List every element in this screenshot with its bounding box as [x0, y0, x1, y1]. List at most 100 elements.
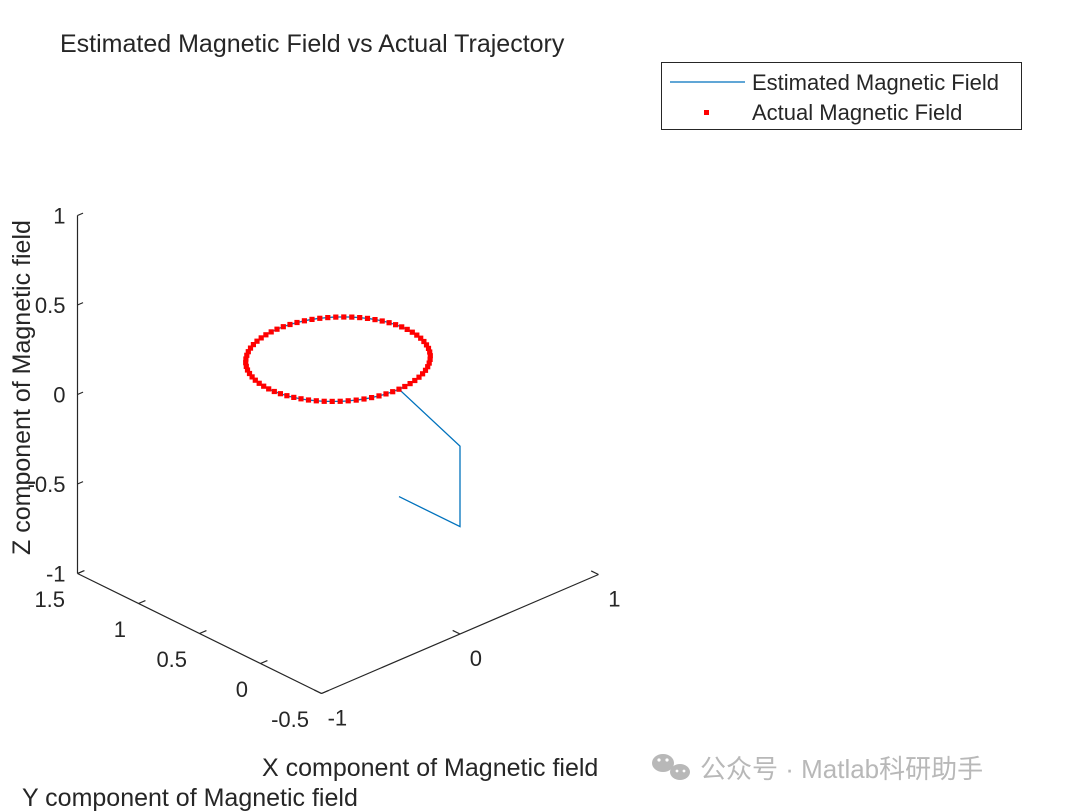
x-tick-mark — [313, 689, 322, 695]
actual-field-marker — [393, 322, 399, 328]
actual-field-marker — [243, 363, 249, 369]
legend-label-estimated: Estimated Magnetic Field — [752, 70, 999, 95]
watermark-text: 公众号 · Matlab科研助手 — [700, 754, 983, 784]
actual-field-marker — [379, 318, 385, 324]
actual-field-marker — [266, 386, 272, 392]
z-tick-label: -0.5 — [28, 472, 66, 497]
actual-field-marker — [261, 383, 267, 389]
actual-field-marker — [287, 321, 293, 328]
z-tick-label: 0 — [53, 383, 65, 408]
actual-field-marker — [258, 335, 264, 341]
actual-field-marker — [369, 395, 375, 401]
actual-field-marker — [425, 364, 431, 370]
actual-field-marker — [263, 332, 269, 338]
actual-field-marker — [249, 374, 255, 380]
z-tick-label: -1 — [46, 562, 66, 587]
actual-field-marker — [402, 383, 408, 390]
actual-field-marker — [412, 377, 418, 384]
watermark: 公众号 · Matlab科研助手 — [652, 754, 983, 784]
actual-field-marker — [423, 342, 430, 348]
actual-field-marker — [361, 396, 367, 402]
actual-field-marker — [298, 396, 304, 402]
actual-field-marker — [247, 345, 254, 351]
axes-box — [76, 212, 599, 695]
actual-field-marker — [345, 398, 351, 404]
legend-label-actual: Actual Magnetic Field — [752, 100, 962, 125]
y-tick-label: 0.5 — [156, 647, 187, 672]
z-tick-label: 1 — [53, 204, 65, 229]
z-tick-mark — [77, 481, 84, 485]
actual-field-marker — [317, 315, 323, 321]
chart-title: Estimated Magnetic Field vs Actual Traje… — [60, 30, 565, 58]
actual-field-marker — [418, 335, 424, 341]
y-tick-label: 1.5 — [34, 587, 65, 612]
y-tick-mark — [138, 599, 146, 605]
actual-field-marker — [364, 315, 371, 321]
actual-field-marker — [271, 388, 277, 395]
actual-field-marker — [396, 386, 402, 392]
actual-field-marker — [337, 398, 343, 404]
y-tick-mark — [321, 689, 329, 695]
z-tick-mark — [77, 212, 84, 217]
actual-field-marker — [333, 314, 339, 320]
x-tick-label: -1 — [328, 705, 348, 730]
actual-field-marker — [309, 316, 315, 322]
actual-field-marker — [301, 318, 307, 324]
wechat-icon — [652, 754, 690, 780]
actual-field-marker — [244, 367, 251, 373]
actual-field-marker — [421, 338, 427, 345]
x-tick-mark — [590, 570, 599, 576]
y-tick-label: 1 — [114, 617, 126, 642]
z-tick-label: 0.5 — [35, 293, 66, 318]
actual-field-marker — [372, 317, 378, 323]
actual-field-marker — [349, 314, 355, 320]
actual-field-marker — [246, 370, 253, 377]
actual-field-marker — [245, 349, 251, 355]
actual-field-marker — [427, 353, 433, 359]
actual-field-markers — [243, 314, 433, 404]
actual-field-marker — [386, 320, 392, 326]
actual-field-marker — [420, 371, 426, 377]
actual-field-marker — [426, 360, 432, 366]
actual-field-marker — [321, 398, 327, 404]
actual-field-marker — [243, 356, 249, 362]
actual-field-marker — [274, 326, 280, 332]
actual-field-marker — [284, 393, 290, 399]
y-tick-mark — [260, 659, 268, 665]
actual-field-marker — [291, 394, 297, 400]
actual-field-marker — [256, 380, 262, 386]
z-tick-mark — [77, 391, 84, 396]
actual-field-marker — [357, 315, 363, 321]
y-tick-label: 0 — [236, 677, 248, 702]
actual-field-marker — [280, 324, 286, 330]
legend-marker-swatch — [704, 110, 709, 115]
z-axis-label: Z component of Magnetic field — [8, 220, 36, 555]
actual-field-marker — [268, 329, 274, 335]
y-tick-label: -0.5 — [271, 707, 309, 732]
actual-field-marker — [325, 315, 331, 321]
y-axis-label: Y component of Magnetic field — [22, 784, 358, 811]
x-axis-label: X component of Magnetic field — [262, 754, 598, 782]
y-tick-mark — [199, 629, 207, 635]
actual-field-marker — [254, 338, 260, 344]
actual-field-marker — [407, 381, 413, 387]
actual-field-marker — [427, 349, 433, 355]
actual-field-marker — [250, 342, 256, 348]
legend: Estimated Magnetic Field Actual Magnetic… — [661, 62, 1022, 130]
actual-field-marker — [252, 377, 258, 383]
actual-field-marker — [305, 397, 312, 403]
actual-field-marker — [313, 398, 319, 404]
tick-labels: -101-0.500.511.5-1-0.500.51 — [28, 204, 621, 732]
actual-field-marker — [277, 391, 283, 397]
actual-field-marker — [376, 393, 382, 399]
actual-field-marker — [353, 397, 359, 403]
z-tick-mark — [77, 570, 84, 575]
actual-field-marker — [294, 319, 300, 326]
actual-field-marker — [414, 332, 420, 338]
actual-field-marker — [427, 356, 433, 362]
x-tick-label: 0 — [470, 646, 482, 671]
actual-field-marker — [422, 367, 429, 373]
actual-field-marker — [244, 352, 250, 358]
actual-field-marker — [399, 324, 405, 330]
